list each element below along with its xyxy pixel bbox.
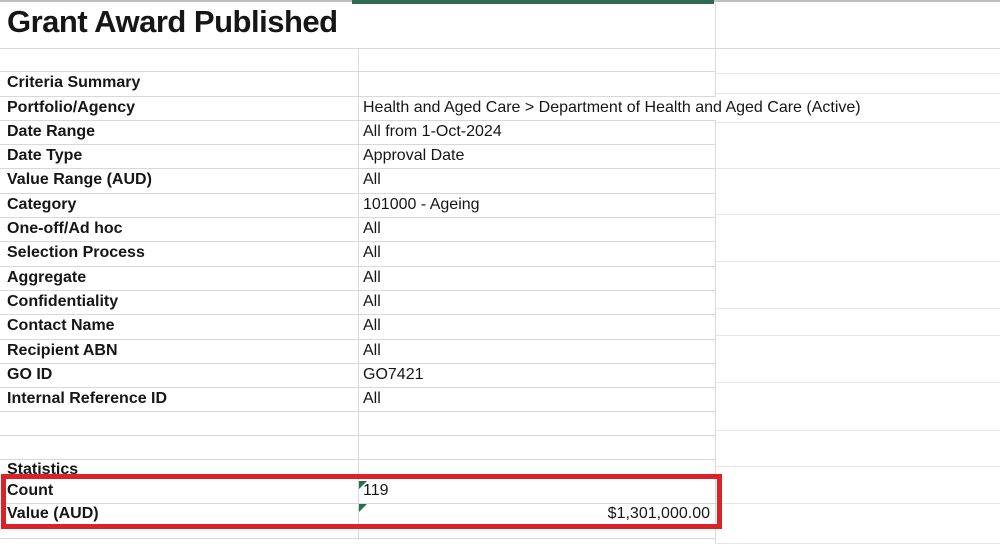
- criteria-label-cell[interactable]: Date Range: [7, 122, 96, 140]
- criteria-label-cell[interactable]: GO ID: [7, 365, 53, 383]
- criteria-value-cell[interactable]: GO7421: [363, 365, 424, 383]
- criteria-label-cell[interactable]: Value Range (AUD): [7, 171, 152, 189]
- gridline: [715, 119, 716, 543]
- top-border-line-left: [0, 0, 352, 2]
- gridline: [0, 47, 1000, 49]
- gridline: [715, 122, 1000, 123]
- criteria-value-cell[interactable]: All: [363, 220, 381, 237]
- criteria-label-cell[interactable]: Internal Reference ID: [7, 390, 168, 408]
- gridline: [715, 335, 1000, 336]
- statistic-label-cell[interactable]: Count: [7, 482, 54, 499]
- statistic-value-cell[interactable]: 119: [363, 482, 389, 499]
- criteria-label-cell[interactable]: Date Type: [7, 147, 83, 165]
- top-border-line-right: [714, 0, 1000, 2]
- criteria-value-cell[interactable]: All: [363, 171, 381, 189]
- criteria-value-cell[interactable]: Approval Date: [363, 147, 465, 165]
- gridline: [358, 47, 359, 538]
- statistics-header: Statistics: [7, 461, 79, 478]
- criteria-value-cell[interactable]: All: [363, 268, 381, 286]
- criteria-label-cell[interactable]: Contact Name: [7, 317, 115, 335]
- criteria-label-cell[interactable]: Confidentiality: [7, 292, 119, 310]
- gridline: [715, 3, 716, 96]
- criteria-summary-header: Criteria Summary: [7, 74, 141, 91]
- criteria-label-cell[interactable]: Aggregate: [7, 268, 87, 286]
- gridline: [0, 537, 716, 539]
- page-title: Grant Award Published: [7, 4, 338, 39]
- gridline: [715, 214, 1000, 215]
- cell-error-flag-icon: [359, 481, 367, 489]
- gridline: [715, 382, 1000, 383]
- criteria-value-cell[interactable]: All: [363, 341, 381, 359]
- criteria-value-cell[interactable]: All: [363, 244, 381, 262]
- criteria-value-cell[interactable]: All: [363, 292, 381, 310]
- criteria-value-cell[interactable]: All from 1-Oct-2024: [363, 122, 502, 140]
- statistic-label-cell[interactable]: Value (AUD): [7, 505, 99, 522]
- criteria-label-cell[interactable]: Portfolio/Agency: [7, 98, 136, 116]
- criteria-label-cell[interactable]: Selection Process: [7, 244, 145, 262]
- gridline: [715, 430, 1000, 431]
- top-accent-bar: [352, 0, 714, 4]
- gridline: [715, 543, 1000, 544]
- criteria-label-cell[interactable]: Recipient ABN: [7, 341, 118, 359]
- gridline: [715, 93, 1000, 94]
- gridline: [715, 73, 1000, 74]
- cell-error-flag-icon: [359, 504, 367, 512]
- gridline: [715, 308, 1000, 309]
- gridline: [715, 466, 1000, 467]
- criteria-value-cell[interactable]: All: [363, 317, 381, 335]
- criteria-label-cell[interactable]: One-off/Ad hoc: [7, 220, 123, 237]
- gridline: [715, 261, 1000, 262]
- criteria-label-cell[interactable]: Category: [7, 195, 77, 213]
- criteria-value-cell[interactable]: 101000 - Ageing: [363, 195, 480, 213]
- statistic-value-cell[interactable]: $1,301,000.00: [607, 505, 710, 522]
- gridline: [715, 503, 1000, 504]
- criteria-value-cell[interactable]: All: [363, 390, 381, 408]
- gridline: [715, 168, 1000, 169]
- criteria-value-cell[interactable]: Health and Aged Care > Department of Hea…: [363, 98, 861, 116]
